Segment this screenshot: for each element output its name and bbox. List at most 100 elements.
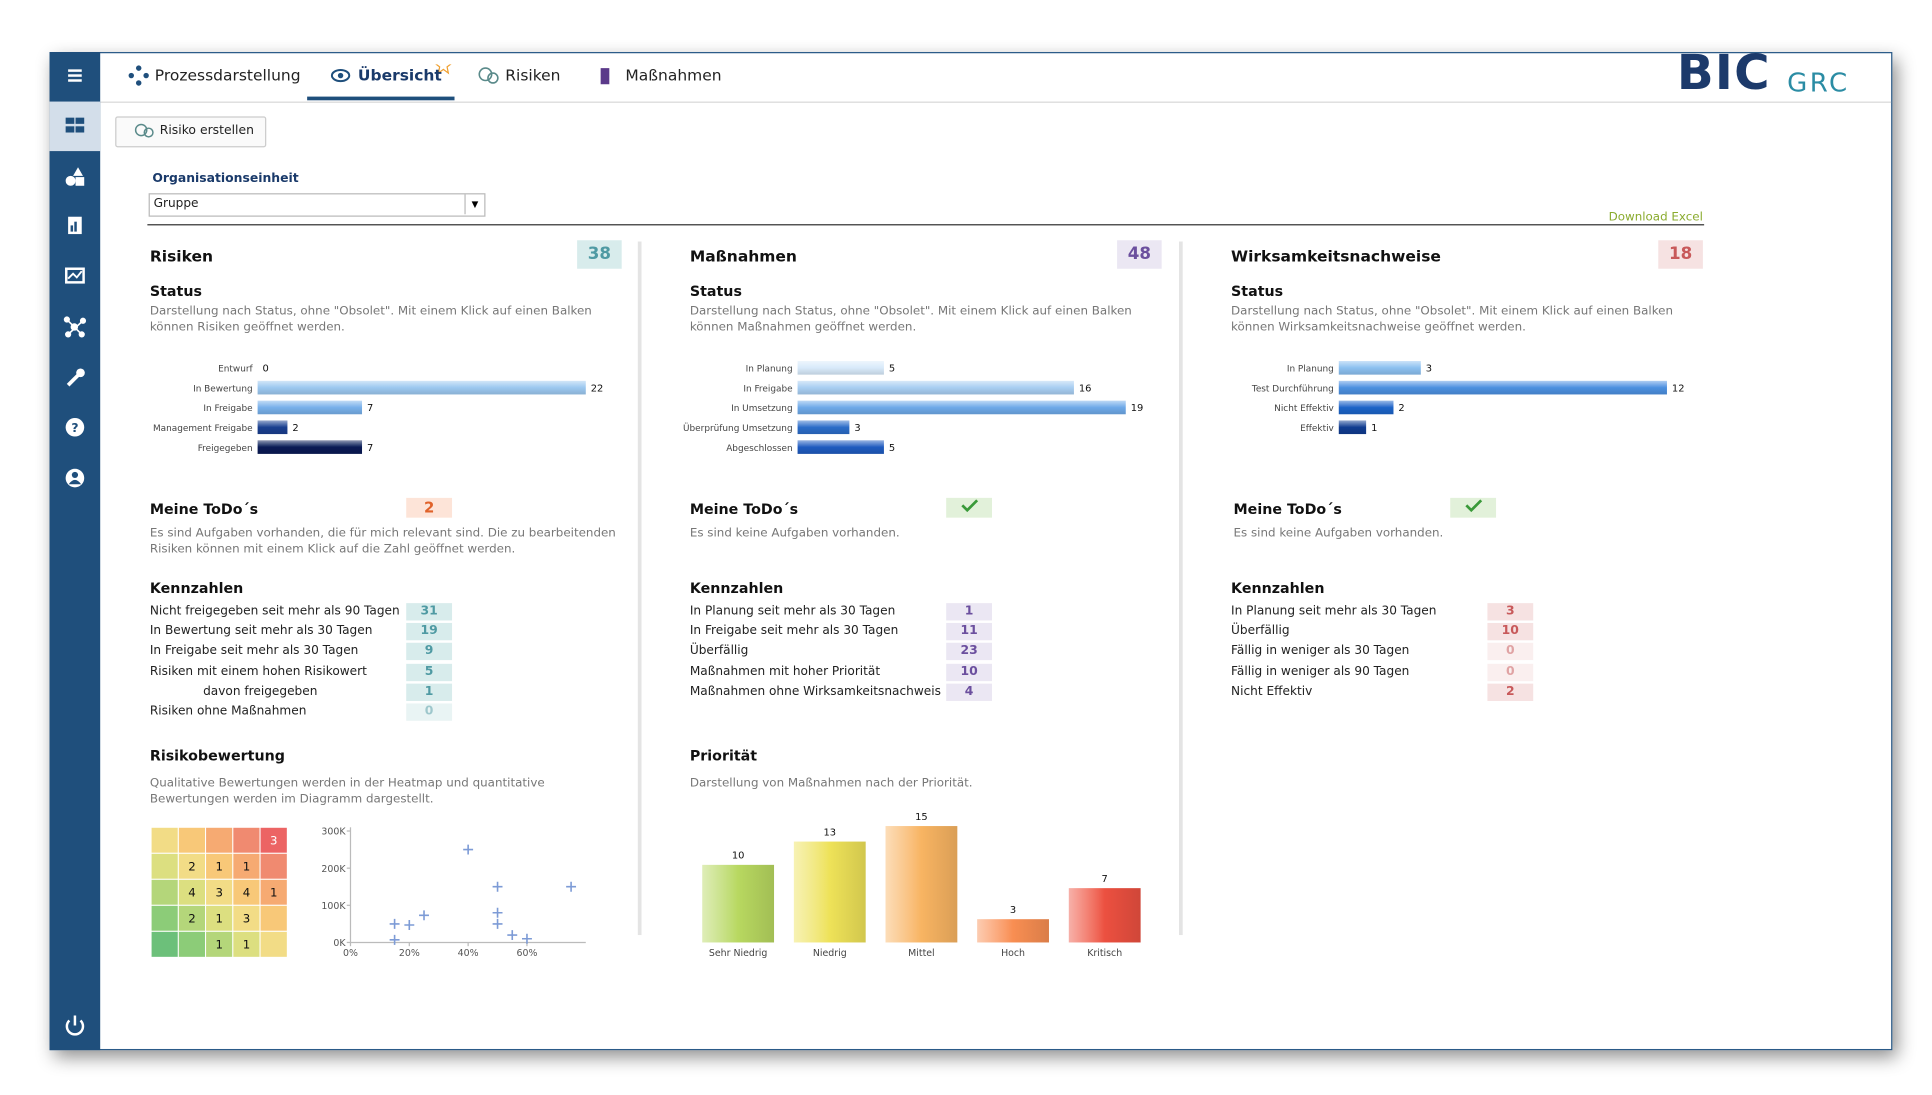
org-select[interactable] [148,193,486,217]
heat-value: 1 [243,938,250,952]
priority-label: Kritisch [1087,948,1122,959]
create-button-label: Risiko erstellen [159,123,254,138]
kpi-value[interactable]: 0 [1487,643,1534,661]
download-link[interactable]: Download Excel [1608,210,1703,225]
heat-value: 1 [215,912,222,926]
column-separator [637,241,642,936]
sidebar: ? [49,52,101,1051]
kpi-value[interactable]: 2 [1487,683,1534,701]
bar-label: In Bewertung [193,384,253,394]
count-badge[interactable]: 48 [1117,240,1162,269]
heat-cell [232,826,261,854]
tab-active[interactable]: Übersicht [357,65,442,85]
kpi-value[interactable]: 10 [946,663,993,681]
org-label: Organisationseinheit [152,172,299,186]
kpi-label: Fällig in weniger als 30 Tagen [1231,644,1410,659]
count-badge[interactable]: 38 [577,240,622,269]
x-tick-label: 20% [399,948,420,959]
bar [1338,400,1394,415]
todo-badge[interactable]: 2 [406,497,453,518]
create-button[interactable] [115,116,267,148]
heat-value: 2 [188,860,195,874]
kpi-value[interactable]: 5 [406,663,453,681]
tab-icons [128,64,610,86]
scatter-point [389,918,400,929]
scatter-point [492,918,503,929]
bar-label: Überprüfung Umsetzung [683,423,793,434]
select-arrow[interactable]: ▼ [464,194,484,215]
kpi-value[interactable]: 23 [946,643,993,661]
bar-label: Test Durchführung [1251,384,1334,394]
todo-badge[interactable] [1450,497,1497,518]
menu-icon[interactable] [68,69,82,82]
bar-value: 12 [1672,383,1685,394]
heat-cell [150,904,179,932]
report-icon[interactable] [68,216,82,235]
kpi-value[interactable]: 3 [1487,603,1534,621]
section-title: Kennzahlen [149,579,244,597]
kpi-value[interactable]: 1 [406,683,453,701]
bar-label: In Planung [1287,365,1334,375]
count-badge[interactable]: 18 [1658,240,1703,269]
kpi-value[interactable]: 4 [946,683,993,701]
bar-label: In Umsetzung [731,404,793,414]
kpi-value[interactable]: 1 [946,603,993,621]
help-icon[interactable]: ? [65,417,85,437]
section-title: Meine ToDo´s [149,500,259,518]
scatter-point [404,920,415,930]
kpi-label: Risiken mit einem hohen Risikowert [149,664,367,679]
logo-main: BIC [1676,45,1771,102]
bar [797,400,1126,415]
heat-value: 1 [270,886,277,900]
heat-value: 3 [215,886,222,900]
section-title: Priorität [689,746,758,765]
kpi-label: Nicht Effektiv [1231,684,1313,699]
bar-label: Effektiv [1300,424,1334,434]
y-tick-label: 200K [321,864,346,875]
bar [797,420,850,435]
heat-value: 2 [188,912,195,926]
todo-badge[interactable] [946,497,993,518]
power-icon[interactable] [65,1015,85,1036]
tab[interactable]: Prozessdarstellung [154,65,301,85]
heat-cell [177,904,207,932]
tab[interactable]: Maßnahmen [625,65,722,85]
org-value: Gruppe [153,196,199,211]
settings-icon[interactable] [66,368,85,387]
panel-title: Risiken [149,246,214,266]
network-icon[interactable] [63,316,87,338]
x-tick-label: 60% [517,948,538,959]
kpi-label: In Freigabe seit mehr als 30 Tagen [689,624,899,639]
dashboard-item[interactable] [49,101,101,152]
kpi-value[interactable]: 10 [1487,623,1534,641]
priority-label: Sehr Niedrig [709,948,767,959]
monitor-icon[interactable] [65,267,85,284]
kpi-label: Maßnahmen mit hoher Priorität [689,664,881,679]
kpi-value[interactable]: 31 [406,603,453,621]
bar [257,440,363,454]
priority-label: Hoch [1001,948,1025,959]
kpi-value[interactable]: 0 [406,703,453,721]
kpi-value[interactable]: 19 [406,623,453,641]
shapes-icon[interactable] [65,167,85,186]
user-icon[interactable] [65,468,85,488]
priority-bar [1068,888,1141,943]
tab[interactable]: Risiken [505,65,561,85]
heat-cell [259,826,288,854]
section-desc: Es sind Aufgaben vorhanden, die für mich… [149,526,616,557]
header-divider [100,101,1892,103]
heat-cell [205,826,234,854]
section-title: Kennzahlen [1231,579,1325,597]
priority-value: 3 [1010,905,1016,916]
bar [1338,380,1667,395]
kpi-value[interactable]: 9 [406,643,453,661]
kpi-value[interactable]: 11 [946,623,993,641]
heat-value: 3 [243,912,250,926]
section-desc: Darstellung nach Status, ohne "Obsolet".… [689,304,1132,335]
scatter-point [389,934,400,945]
kpi-value[interactable]: 0 [1487,663,1534,681]
heat-cell [232,852,261,880]
kpi-label: Risiken ohne Maßnahmen [149,704,307,719]
section-desc: Darstellung von Maßnahmen nach der Prior… [689,776,973,791]
heat-cell [259,904,288,932]
